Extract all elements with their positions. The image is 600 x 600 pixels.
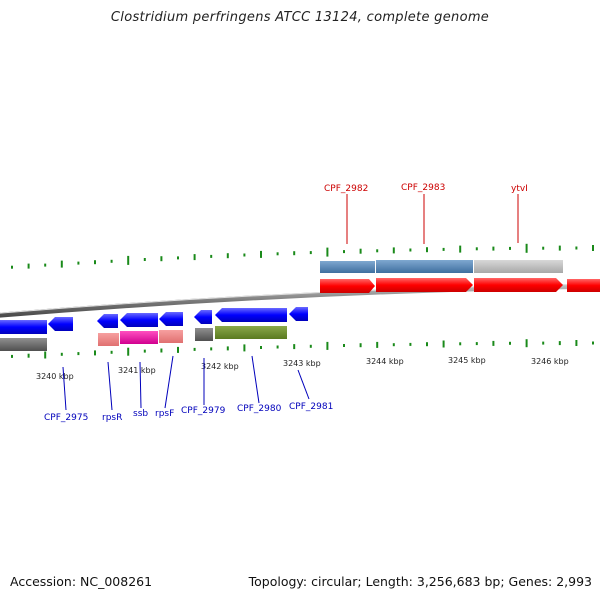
label-leader-rpsr <box>107 361 113 411</box>
gene-arrow-cpf2983 <box>376 278 473 292</box>
label-leader-cpf2980 <box>251 355 260 404</box>
gene-arrow-cpf2975 <box>48 317 73 331</box>
scale-label: 3246 kbp <box>531 357 569 366</box>
gene-arrow-cpf2981 <box>289 307 308 321</box>
cog-bar-cpf2983 <box>376 260 473 273</box>
gene-label-bottom: CPF_2980 <box>237 404 282 414</box>
cog-bar-cpf2975 <box>0 338 47 351</box>
label-leader-rpsf <box>164 355 174 409</box>
scale-label: 3244 kbp <box>366 357 404 366</box>
cog-bar-rpsf <box>159 330 183 343</box>
gene-arrow-cpf2982 <box>320 279 375 293</box>
gene-arrow-rpsf <box>159 312 183 326</box>
label-leader-cpf2975 <box>62 366 67 411</box>
map-title: Clostridium perfringens ATCC 13124, comp… <box>110 10 490 25</box>
gene-label-bottom: CPF_2975 <box>44 413 88 423</box>
scale-label: 3245 kbp <box>448 356 486 365</box>
gene-label-bottom: CPF_2979 <box>181 406 226 416</box>
cog-bar-rpsr <box>98 333 119 346</box>
gene-arrow-cpf2975-left <box>0 320 47 334</box>
label-leader-cpf2981 <box>297 369 310 400</box>
gene-label-top: CPF_2982 <box>324 184 368 194</box>
gene-label-bottom: ssb <box>133 409 148 419</box>
gene-label-bottom: rpsR <box>102 413 122 423</box>
gene-arrow-cpf2980 <box>215 308 287 322</box>
accession-text: Accession: NC_008261 <box>10 574 153 589</box>
cog-bar-cpf2982 <box>320 261 375 273</box>
scale-label: 3243 kbp <box>283 359 321 368</box>
scale-label: 3242 kbp <box>201 362 239 371</box>
gc-skew-track-upper <box>11 243 594 269</box>
gene-arrow-ssb <box>120 313 158 327</box>
gene-arrow-cpf2979 <box>194 310 212 324</box>
cog-bar-cpf2979 <box>195 328 213 341</box>
gene-label-top: CPF_2983 <box>401 183 445 193</box>
cog-bar-ytvi <box>474 260 563 273</box>
topology-text: Topology: circular; Length: 3,256,683 bp… <box>248 574 592 589</box>
gene-label-bottom: CPF_2981 <box>289 402 333 412</box>
scale-label: 3240 kbp <box>36 372 74 381</box>
gc-skew-track-lower <box>11 339 594 359</box>
cog-bar-ssb <box>120 331 158 344</box>
cog-bar-cpf2980 <box>215 326 287 339</box>
scale-label: 3241 kbp <box>118 366 156 375</box>
gene-arrow-next-forward <box>567 279 600 292</box>
gene-arrow-rpsr <box>97 314 118 328</box>
gene-label-top: ytvI <box>511 184 528 194</box>
gene-arrow-ytvi <box>474 278 563 292</box>
label-leader-ssb <box>139 361 142 409</box>
gene-label-bottom: rpsF <box>155 409 174 419</box>
